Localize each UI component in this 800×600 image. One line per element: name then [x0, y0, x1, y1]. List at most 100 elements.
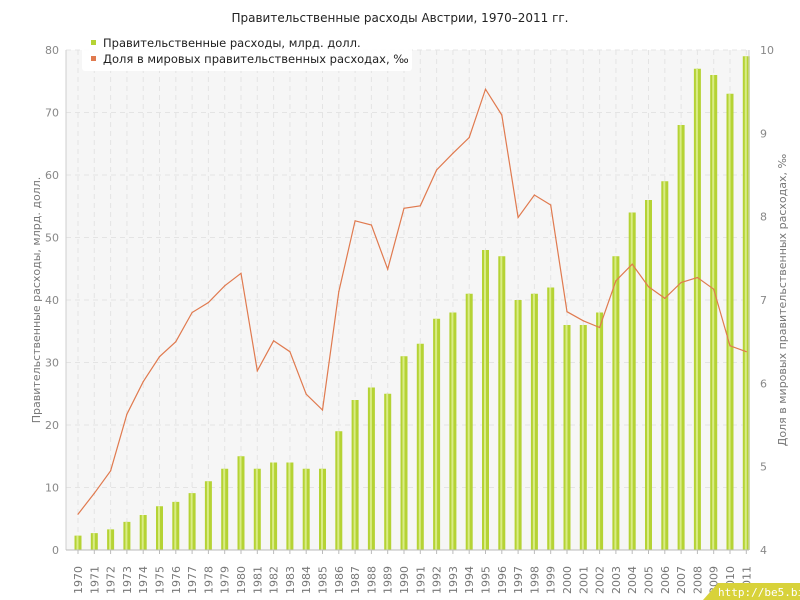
bar: [270, 462, 278, 550]
line-point: [158, 356, 161, 358]
x-tick-label: 1997: [512, 566, 525, 594]
legend: Правительственные расходы, млрд. долл. Д…: [82, 33, 412, 71]
left-tick-label: 60: [45, 169, 59, 182]
bar: [253, 468, 261, 550]
x-tick-label: 1981: [251, 566, 264, 594]
bar: [335, 431, 343, 550]
x-tick-label: 1978: [202, 566, 215, 594]
bar: [726, 93, 734, 550]
bar-highlight: [353, 400, 356, 550]
line-point: [615, 280, 617, 282]
bar: [628, 212, 636, 550]
bar: [710, 75, 718, 550]
bar: [677, 125, 685, 550]
line-point: [338, 291, 340, 293]
right-tick-label: 9: [760, 127, 767, 140]
line-point: [452, 152, 454, 154]
line-point: [582, 320, 584, 322]
x-tick-label: 1986: [333, 566, 346, 594]
bar: [612, 256, 620, 550]
bar: [188, 493, 196, 550]
left-tick-label: 50: [45, 232, 59, 245]
left-tick-label: 30: [45, 357, 59, 370]
bar-highlight: [581, 325, 584, 550]
bar-highlight: [109, 529, 112, 550]
bar: [514, 300, 522, 550]
bar: [384, 393, 392, 550]
bar: [302, 468, 310, 550]
x-tick-label: 1972: [105, 566, 118, 594]
bar-highlight: [418, 343, 421, 550]
watermark-text: http://be5.biz/: [718, 586, 800, 599]
x-tick-label: 2002: [594, 566, 607, 594]
bar-highlight: [174, 501, 177, 550]
left-tick-label: 10: [45, 482, 59, 495]
line-point: [501, 114, 503, 116]
bar-highlight: [647, 200, 649, 550]
bar-highlight: [369, 387, 372, 550]
x-tick-label: 1995: [480, 566, 493, 594]
bar-highlight: [92, 533, 95, 550]
x-tick-label: 1984: [300, 566, 313, 594]
bar-highlight: [206, 481, 209, 550]
legend-box: [82, 33, 412, 71]
line-point: [696, 276, 699, 279]
x-tick-label: 1980: [235, 566, 248, 594]
share-line: [77, 87, 747, 515]
bar: [90, 533, 98, 550]
bar: [400, 356, 408, 550]
bar: [139, 515, 147, 550]
bar-highlight: [76, 535, 79, 550]
bar: [156, 506, 163, 550]
line-point: [550, 204, 552, 206]
x-tick-label: 2007: [675, 566, 688, 594]
legend-swatch-line: [91, 56, 96, 61]
line-point: [745, 351, 747, 353]
line-point: [370, 224, 372, 226]
bar: [107, 529, 115, 550]
bar: [482, 250, 489, 550]
bar: [319, 468, 326, 550]
bar-highlight: [614, 256, 617, 550]
bar-highlight: [630, 212, 633, 550]
bar-highlight: [532, 293, 535, 550]
x-tick-label: 1989: [382, 566, 395, 594]
x-tick-label: 1979: [219, 566, 232, 594]
bar-highlight: [679, 125, 682, 550]
line-point: [126, 413, 128, 415]
x-tick-label: 1987: [349, 566, 362, 594]
line-point: [191, 311, 193, 314]
bar: [351, 400, 359, 550]
bar: [693, 68, 701, 550]
bar-highlight: [435, 318, 438, 550]
x-tick-label: 1998: [528, 566, 541, 594]
bar-highlight: [386, 393, 389, 550]
right-tick-label: 10: [760, 44, 774, 57]
x-tick-label: 1996: [496, 566, 509, 594]
line-point: [240, 272, 242, 274]
bar-highlight: [451, 312, 454, 550]
x-tick-label: 2006: [659, 566, 672, 594]
bar-highlight: [695, 68, 698, 550]
bar: [172, 501, 180, 550]
bar-highlight: [255, 468, 258, 550]
x-tick-label: 1988: [365, 566, 378, 594]
line-point: [517, 216, 519, 219]
x-axis: 1970 1971 1972 1973 1974 1975 1976 1977 1978 1979…: [66, 549, 753, 594]
x-tick-label: 1973: [121, 566, 134, 594]
bar: [742, 56, 750, 550]
x-tick-label: 1999: [545, 566, 558, 594]
bar: [221, 468, 229, 550]
bar: [367, 387, 375, 550]
left-axis-title: Правительственные расходы, млрд. долл.: [30, 177, 43, 423]
line-point: [599, 326, 601, 329]
line-point: [93, 492, 95, 494]
line-point: [354, 220, 356, 222]
bar: [547, 287, 555, 550]
line-point: [175, 341, 177, 343]
x-tick-label: 1992: [431, 566, 444, 594]
x-tick-label: 2004: [626, 566, 639, 594]
line-point: [484, 88, 487, 90]
x-tick-label: 1970: [72, 566, 85, 594]
bar-highlight: [321, 468, 323, 550]
